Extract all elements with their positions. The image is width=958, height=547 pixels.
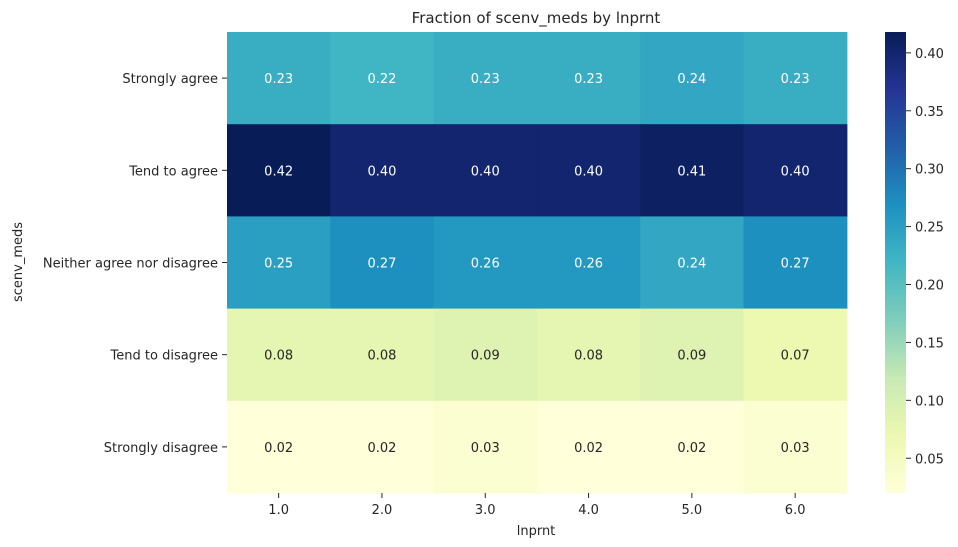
cell-value-label: 0.09 (471, 349, 500, 364)
cell-value-label: 0.08 (264, 349, 293, 364)
cell-value-label: 0.41 (677, 164, 706, 179)
cell-value-label: 0.08 (574, 349, 603, 364)
colorbar (885, 32, 906, 493)
x-tick-label: 2.0 (372, 503, 393, 518)
cell-value-label: 0.25 (264, 257, 293, 272)
colorbar-tick-label: 0.40 (915, 47, 944, 62)
heatmap-cell (536, 216, 641, 310)
colorbar-tick-label: 0.10 (915, 394, 944, 409)
cell-value-label: 0.23 (781, 72, 810, 87)
heatmap-cell (433, 308, 538, 402)
cell-value-label: 0.08 (367, 349, 396, 364)
heatmap-cell (640, 308, 745, 402)
cell-value-label: 0.24 (677, 257, 706, 272)
cell-value-label: 0.23 (264, 72, 293, 87)
cell-value-label: 0.22 (367, 72, 396, 87)
y-tick-label: Tend to agree (128, 164, 218, 179)
heatmap-cell (640, 216, 745, 310)
x-tick-label: 4.0 (578, 503, 599, 518)
heatmap-cell (743, 400, 848, 494)
cell-value-label: 0.27 (367, 257, 396, 272)
heatmap-cell (536, 400, 641, 494)
cell-value-label: 0.02 (367, 441, 396, 456)
cell-value-label: 0.09 (677, 349, 706, 364)
colorbar-tick-label: 0.35 (915, 105, 944, 120)
heatmap-cell (330, 308, 435, 402)
heatmap-cell (433, 124, 538, 217)
heatmap-cell (743, 308, 848, 402)
cell-value-label: 0.24 (677, 72, 706, 87)
heatmap-cell (227, 32, 331, 125)
cell-value-label: 0.26 (574, 257, 603, 272)
cell-value-label: 0.40 (367, 164, 396, 179)
cell-value-label: 0.26 (471, 257, 500, 272)
x-tick-label: 3.0 (475, 503, 496, 518)
colorbar-tick-label: 0.20 (915, 279, 944, 294)
heatmap-cell (743, 124, 848, 217)
heatmap-cell (433, 32, 538, 125)
y-tick-label: Strongly agree (122, 72, 218, 87)
x-tick-label: 6.0 (785, 503, 806, 518)
cell-value-label: 0.23 (574, 72, 603, 87)
cell-value-label: 0.40 (471, 164, 500, 179)
cell-value-label: 0.03 (781, 441, 810, 456)
colorbar-tick-label: 0.15 (915, 336, 944, 351)
heatmap-cell (743, 216, 848, 310)
heatmap-cell (227, 308, 331, 402)
heatmap-cell (640, 400, 745, 494)
heatmap-cell (536, 32, 641, 125)
cell-value-label: 0.27 (781, 257, 810, 272)
cell-value-label: 0.02 (677, 441, 706, 456)
heatmap-cell (536, 124, 641, 217)
colorbar-tick-label: 0.25 (915, 221, 944, 236)
y-axis-ticks: Strongly agree Tend to agree Neither agree… (43, 72, 227, 456)
colorbar-tick-label: 0.05 (915, 452, 944, 467)
x-tick-label: 5.0 (682, 503, 703, 518)
heatmap-cell (640, 32, 745, 125)
x-axis-title: lnprnt (517, 524, 556, 539)
cell-value-label: 0.40 (781, 164, 810, 179)
heatmap-cell (743, 32, 848, 125)
heatmap-cell (330, 32, 435, 125)
x-tick-label: 1.0 (268, 503, 289, 518)
cell-value-label: 0.40 (574, 164, 603, 179)
heatmap-cell (330, 124, 435, 217)
y-tick-label: Tend to disagree (110, 349, 218, 364)
heatmap-cell (330, 216, 435, 310)
heatmap-cell (433, 400, 538, 494)
cell-value-label: 0.03 (471, 441, 500, 456)
y-axis-title: scenv_meds (11, 222, 26, 302)
heatmap-cell (227, 216, 331, 310)
cell-value-label: 0.42 (264, 164, 293, 179)
colorbar-ticks: 0.05 0.10 0.15 0.20 0.25 0.30 0.35 0.40 (906, 47, 944, 467)
cell-value-label: 0.02 (574, 441, 603, 456)
heatmap-cells: 0.23 0.22 0.23 0.23 0.24 0.23 0.42 0.40 0.40 0.40… (227, 32, 848, 494)
cell-value-label: 0.07 (781, 349, 810, 364)
chart-title: Fraction of scenv_meds by lnprnt (412, 9, 661, 28)
heatmap-cell (330, 400, 435, 494)
heatmap-cell (433, 216, 538, 310)
heatmap-cell (227, 400, 331, 494)
cell-value-label: 0.23 (471, 72, 500, 87)
heatmap-cell (640, 124, 745, 217)
cell-value-label: 0.02 (264, 441, 293, 456)
heatmap-cell (536, 308, 641, 402)
y-tick-label: Neither agree nor disagree (43, 257, 218, 272)
colorbar-tick-label: 0.30 (915, 163, 944, 178)
y-tick-label: Strongly disagree (104, 441, 218, 456)
x-axis-ticks: 1.0 2.0 3.0 4.0 5.0 6.0 (268, 493, 805, 518)
heatmap-cell (227, 124, 331, 217)
